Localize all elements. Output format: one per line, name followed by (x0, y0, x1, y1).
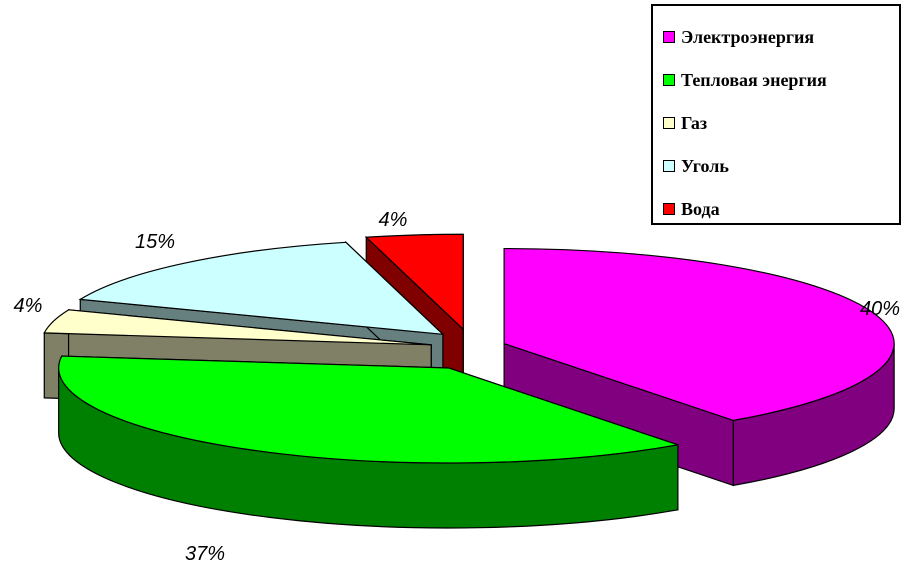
data-label-3: 4% (14, 295, 43, 317)
legend: Электроэнергия Тепловая энергия Газ Уголь Во… (651, 4, 901, 225)
legend-item: Вода (663, 197, 720, 221)
data-label-5: 4% (379, 209, 408, 231)
legend-swatch (663, 203, 675, 215)
legend-label: Тепловая энергия (681, 69, 827, 90)
legend-label: Электроэнергия (681, 26, 815, 47)
legend-item: Газ (663, 111, 707, 135)
legend-swatch (663, 117, 675, 129)
data-label-1: 40% (860, 298, 900, 320)
slice-top-face (364, 233, 464, 331)
data-label-4: 15% (135, 231, 175, 253)
slice-top-face (43, 309, 432, 346)
legend-label: Вода (681, 198, 720, 219)
legend-item: Тепловая энергия (663, 68, 827, 92)
slice-top-face (503, 247, 895, 422)
legend-swatch (663, 74, 675, 86)
slice-top-face (58, 355, 679, 464)
legend-swatch (663, 160, 675, 172)
data-label-2: 37% (185, 543, 225, 565)
legend-swatch (663, 31, 675, 43)
pie-slice-2 (58, 355, 679, 529)
legend-item: Электроэнергия (663, 25, 814, 49)
legend-item: Уголь (663, 154, 729, 178)
slice-top-face (78, 241, 445, 336)
legend-label: Газ (681, 112, 708, 133)
legend-label: Уголь (681, 155, 729, 176)
